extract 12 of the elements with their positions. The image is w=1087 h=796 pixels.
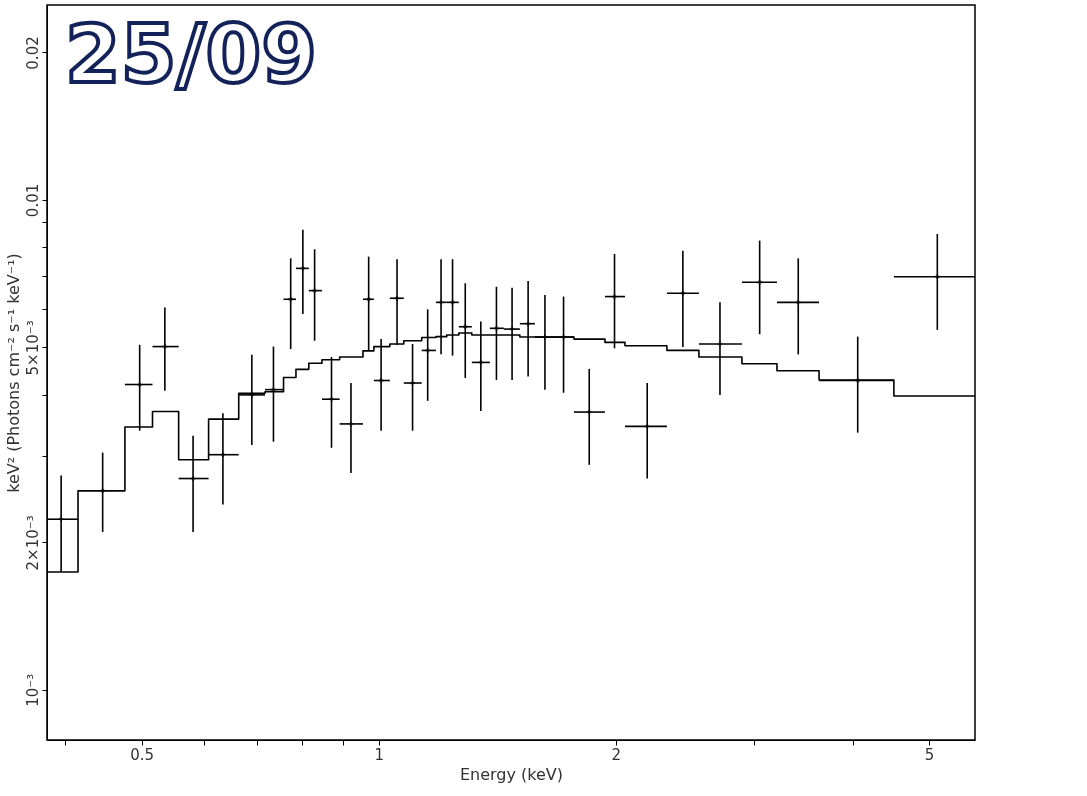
x-tick-label: 0.5 <box>130 745 155 764</box>
annotation: 25/09 <box>65 8 317 101</box>
y-tick-label: 0.02 <box>23 36 42 70</box>
y-tick-label: 2×10⁻³ <box>23 515 42 571</box>
x-axis-title: Energy (keV) <box>459 764 564 784</box>
x-tick-label: 2 <box>611 745 621 764</box>
y-axis-title: keV² (Photons cm⁻² s⁻¹ keV⁻¹) <box>3 253 23 493</box>
y-tick-label: 0.01 <box>23 183 42 218</box>
y-tick-label: 10⁻³ <box>23 673 42 707</box>
x-tick-label: 1 <box>374 745 384 764</box>
x-tick-label: 5 <box>924 745 935 764</box>
y-tick-label: 5×10⁻³ <box>23 320 42 376</box>
